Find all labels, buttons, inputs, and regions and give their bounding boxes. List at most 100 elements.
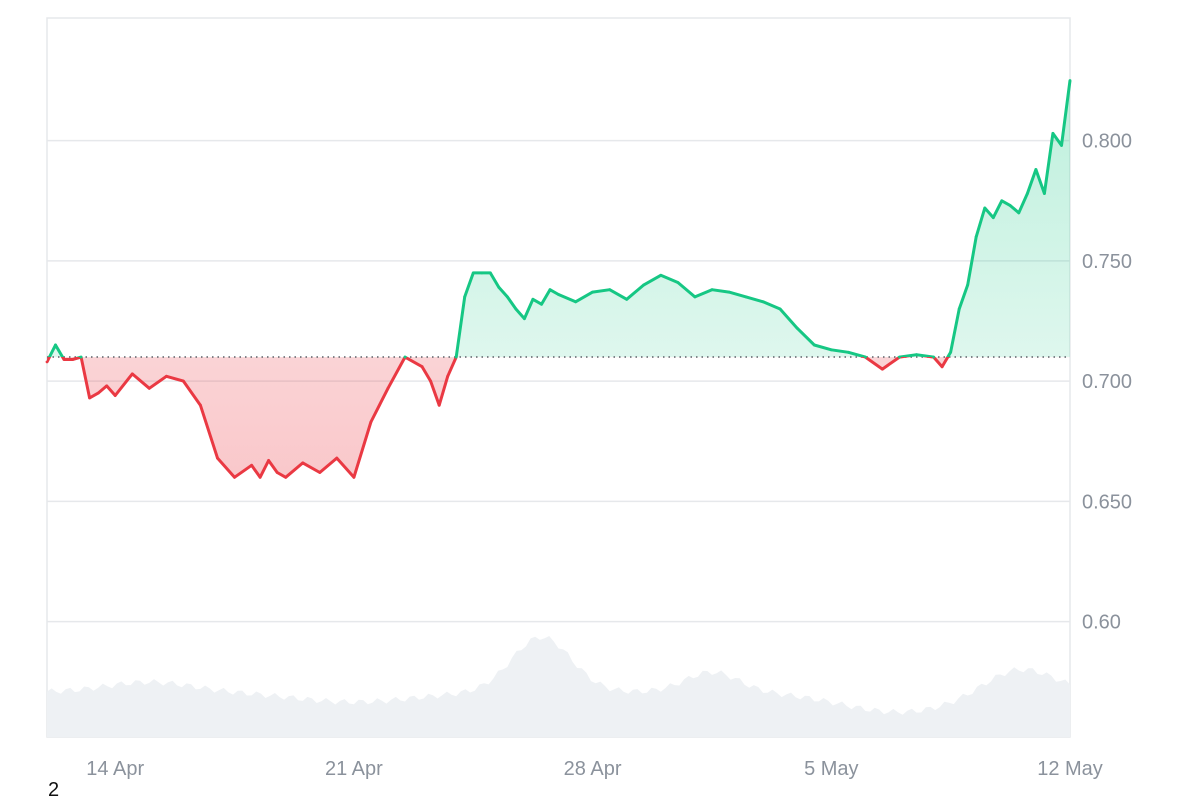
data-point <box>250 463 254 467</box>
data-point <box>693 295 697 299</box>
data-point <box>45 360 49 364</box>
data-point <box>1026 192 1029 195</box>
y-tick-label: 0.800 <box>1082 131 1132 153</box>
price-line-down <box>47 357 950 479</box>
data-point <box>1051 132 1055 135</box>
data-point <box>454 355 458 359</box>
data-point <box>96 391 100 395</box>
y-axis-ticks: 0.800 0.750 0.700 0.650 0.60 <box>1082 131 1132 634</box>
data-point <box>710 288 714 292</box>
data-point <box>497 285 501 289</box>
data-point <box>1068 79 1072 82</box>
data-point <box>957 307 961 311</box>
data-point <box>506 295 509 299</box>
data-point <box>812 343 816 347</box>
data-point <box>795 326 799 330</box>
data-point <box>591 290 594 294</box>
data-point <box>258 475 262 479</box>
x-tick-label: 12 May <box>1037 758 1103 780</box>
data-point <box>949 350 952 354</box>
data-point <box>463 295 467 299</box>
price-lines <box>45 79 1072 479</box>
area-below-baseline <box>47 357 1070 478</box>
x-axis-ticks: 14 Apr 21 Apr 28 Apr 5 May 12 May <box>86 758 1103 780</box>
volume-silhouette <box>47 636 1070 737</box>
data-point <box>284 475 288 479</box>
data-point <box>1034 168 1038 171</box>
data-point <box>983 206 987 210</box>
data-point <box>531 297 535 301</box>
data-point <box>369 420 373 424</box>
data-point <box>386 386 390 390</box>
data-point <box>514 307 518 311</box>
data-point <box>335 456 339 460</box>
data-point <box>446 374 450 378</box>
data-point <box>1008 204 1012 208</box>
y-tick-label: 0.750 <box>1082 251 1132 273</box>
data-point <box>403 355 407 359</box>
data-point <box>642 283 646 287</box>
data-point <box>318 471 322 474</box>
data-point <box>199 403 202 407</box>
data-point <box>352 475 356 479</box>
data-point <box>71 358 74 361</box>
data-point <box>301 461 305 465</box>
data-point <box>488 271 492 275</box>
data-point <box>659 273 663 277</box>
page-number: 2 <box>48 779 60 801</box>
data-point <box>147 386 151 390</box>
data-point <box>847 350 850 354</box>
data-point <box>1000 199 1004 203</box>
data-point <box>54 343 57 347</box>
x-tick-label: 28 Apr <box>564 758 622 780</box>
data-point <box>744 295 748 299</box>
data-point <box>727 290 731 294</box>
data-point <box>991 216 995 220</box>
data-point <box>113 394 117 397</box>
data-point <box>233 475 236 479</box>
data-point <box>676 281 680 284</box>
data-point <box>62 358 66 361</box>
area-fills <box>47 80 1070 478</box>
data-point <box>420 365 424 369</box>
data-point <box>540 302 543 306</box>
data-point <box>105 384 109 388</box>
data-point <box>130 372 134 376</box>
data-point <box>275 471 279 474</box>
area-above-baseline <box>49 80 1070 358</box>
data-point <box>881 367 884 371</box>
data-point <box>974 235 978 239</box>
x-tick-label: 5 May <box>804 758 858 780</box>
data-point <box>548 288 552 292</box>
data-point <box>966 283 970 287</box>
data-point <box>829 348 833 352</box>
data-point <box>88 396 91 400</box>
data-point <box>1017 211 1021 215</box>
data-point <box>932 355 935 359</box>
data-point <box>864 355 867 359</box>
data-point <box>429 379 432 383</box>
data-point <box>480 271 484 275</box>
volume-area <box>47 636 1070 737</box>
data-point <box>182 379 185 383</box>
data-point <box>216 456 219 460</box>
data-point <box>761 300 765 304</box>
data-point <box>915 353 918 357</box>
data-point <box>523 317 526 320</box>
data-point <box>79 355 83 359</box>
y-tick-label: 0.60 <box>1082 612 1121 634</box>
data-point <box>557 293 560 296</box>
x-tick-label: 21 Apr <box>325 758 383 780</box>
data-point <box>437 403 441 407</box>
data-point <box>625 297 629 301</box>
data-point <box>1060 144 1063 147</box>
y-tick-label: 0.650 <box>1082 491 1132 513</box>
data-point <box>1043 192 1046 195</box>
x-tick-label: 14 Apr <box>86 758 144 780</box>
data-point <box>267 459 270 462</box>
data-point <box>574 300 577 304</box>
data-point <box>898 355 901 359</box>
data-point <box>778 307 782 311</box>
data-point <box>471 271 475 275</box>
